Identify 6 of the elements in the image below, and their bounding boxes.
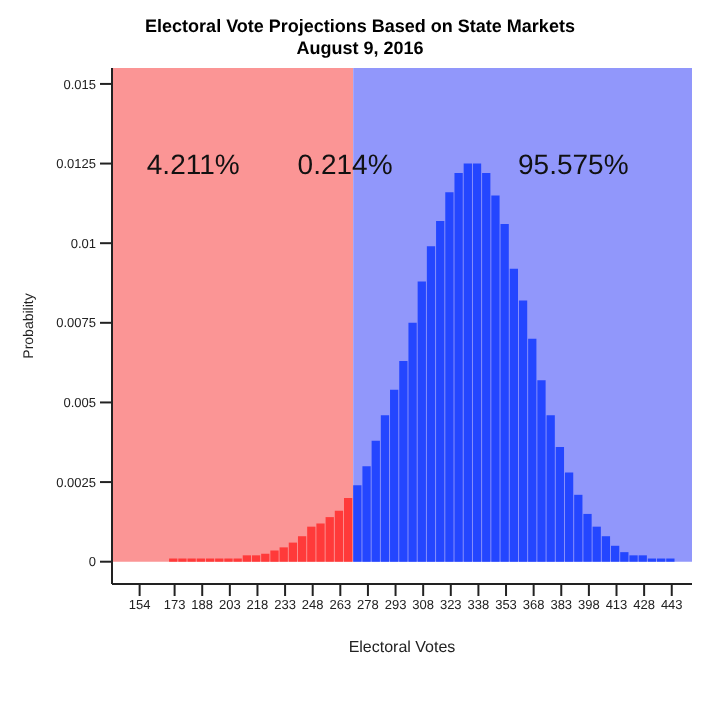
chart-subtitle: August 9, 2016 xyxy=(294,38,426,60)
chart-title: Electoral Vote Projections Based on State Markets xyxy=(143,16,577,38)
annotation: 95.575% xyxy=(518,148,629,180)
annotation: 0.214% xyxy=(297,148,393,180)
x-axis-title: Electoral Votes xyxy=(348,638,456,656)
annotation: 4.211% xyxy=(146,148,240,180)
